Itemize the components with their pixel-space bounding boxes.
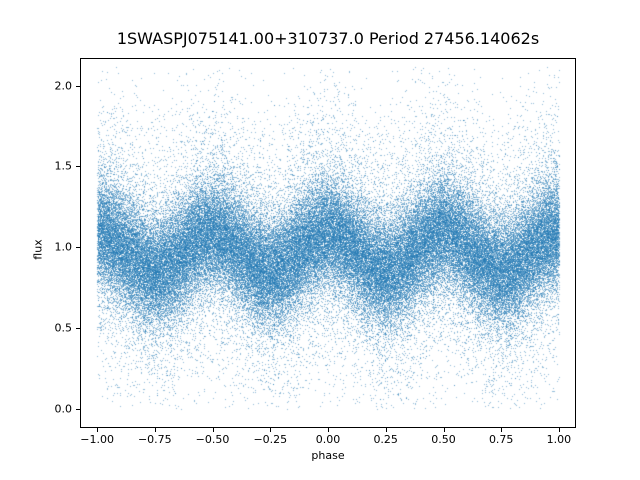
scatter-points-canvas: [80, 58, 576, 428]
y-tick-mark: [76, 85, 80, 87]
y-tick-label: 2.0: [54, 79, 73, 92]
y-tick-label: 0.5: [54, 321, 73, 335]
x-tick-mark: [443, 428, 445, 432]
y-tick-label: 1.0: [54, 240, 73, 254]
x-axis-label: phase: [311, 449, 345, 462]
x-tick-label: 0.25: [373, 433, 398, 446]
x-tick-label: 0.50: [431, 433, 456, 446]
y-tick-label: 0.0: [54, 402, 73, 416]
x-tick-mark: [97, 428, 99, 432]
y-tick-mark: [76, 247, 80, 249]
x-tick-label: −1.00: [80, 433, 114, 446]
y-tick-label: 1.5: [54, 159, 73, 173]
y-tick-mark: [76, 408, 80, 410]
x-tick-mark: [328, 428, 329, 432]
x-tick-mark: [558, 428, 560, 432]
chart-title: 1SWASPJ075141.00+310737.0 Period 27456.1…: [116, 29, 540, 48]
x-tick-mark: [501, 428, 503, 432]
x-tick-label: −0.75: [137, 433, 172, 446]
y-tick-mark: [76, 327, 80, 329]
x-tick-mark: [154, 428, 156, 432]
y-tick-mark: [76, 166, 80, 168]
x-tick-label: 1.00: [546, 433, 572, 446]
plot-area-frame: [80, 58, 576, 428]
x-tick-mark: [212, 428, 214, 432]
x-tick-label: −0.25: [253, 433, 288, 446]
x-tick-label: 0.00: [315, 433, 341, 446]
x-tick-mark: [270, 428, 272, 432]
x-tick-label: 0.75: [488, 433, 514, 446]
x-tick-label: −0.50: [195, 433, 230, 446]
x-tick-mark: [385, 428, 387, 432]
